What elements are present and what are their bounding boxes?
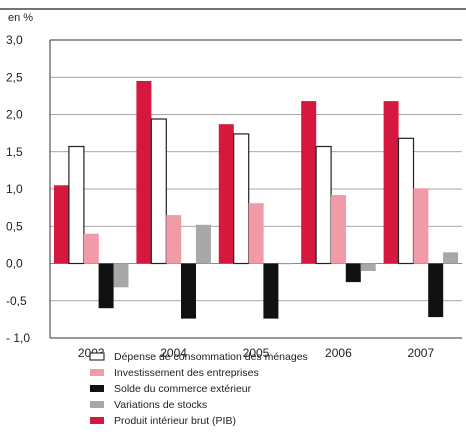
legend-label-produit-int-rieur-brut-pib: Produit intérieur brut (PIB): [114, 415, 236, 427]
bar-produit-int-rieur-brut-pib-2006: [301, 101, 317, 264]
bar-solde-du-commerce-ext-rieur-2005: [263, 263, 279, 319]
bar-d-pense-de-consommation-des-m-nages-2006: [315, 145, 332, 265]
y-tick-label: 1,5: [6, 145, 23, 159]
legend-swatch-produit-int-rieur-brut-pib: [90, 417, 104, 424]
legend-swatch-variations-de-stocks: [90, 401, 104, 408]
bar-investissement-des-entreprises-2006: [331, 195, 346, 264]
y-tick-label: 3,0: [6, 33, 23, 47]
bar-solde-du-commerce-ext-rieur-2003: [98, 263, 114, 309]
bar-variations-de-stocks-2006: [360, 263, 376, 271]
bar-produit-int-rieur-brut-pib-2004: [136, 81, 152, 264]
y-tick-label: 0,5: [6, 219, 23, 233]
bar-produit-int-rieur-brut-pib-2005: [218, 124, 234, 264]
x-tick-label-2004: 2004: [160, 346, 187, 360]
bar-d-pense-de-consommation-des-m-nages-2004: [150, 118, 167, 265]
legend-swatch-d-pense-de-consommation-des-m-nages: [89, 352, 105, 361]
y-tick-label: 2,0: [6, 108, 23, 122]
legend-label-investissement-des-entreprises: Investissement des entreprises: [114, 367, 259, 379]
y-tick-label: - 1,0: [6, 331, 30, 345]
bar-solde-du-commerce-ext-rieur-2007: [428, 263, 444, 318]
legend-label-d-pense-de-consommation-des-m-nages: Dépense de consommation des ménages: [114, 351, 308, 363]
bar-variations-de-stocks-2005: [278, 263, 294, 265]
bar-variations-de-stocks-2007: [443, 252, 459, 264]
legend-swatch-solde-du-commerce-ext-rieur: [90, 385, 104, 392]
legend-swatch-investissement-des-entreprises: [90, 369, 104, 376]
y-tick-label: 0,0: [6, 257, 23, 271]
bar-d-pense-de-consommation-des-m-nages-2007: [397, 137, 415, 265]
y-tick-label: 2,5: [6, 70, 23, 84]
bar-d-pense-de-consommation-des-m-nages-2005: [233, 133, 250, 265]
legend-label-solde-du-commerce-ext-rieur: Solde du commerce extérieur: [114, 383, 252, 395]
bar-investissement-des-entreprises-2003: [83, 233, 99, 264]
x-tick-label-2007: 2007: [407, 346, 434, 360]
bar-solde-du-commerce-ext-rieur-2006: [345, 263, 361, 283]
legend: Dépense de consommation des ménages Inves…: [89, 351, 308, 427]
y-tick-label: 1,0: [6, 182, 23, 196]
bar-produit-int-rieur-brut-pib-2003: [54, 185, 69, 264]
legend-label-variations-de-stocks: Variations de stocks: [114, 399, 207, 411]
bar-layer: [54, 81, 459, 319]
y-axis-unit-label: en %: [8, 12, 33, 24]
y-tick-label: -0,5: [6, 294, 27, 308]
bar-d-pense-de-consommation-des-m-nages-2003: [68, 145, 85, 265]
bar-investissement-des-entreprises-2007: [413, 188, 429, 264]
bar-investissement-des-entreprises-2005: [248, 203, 264, 264]
bar-produit-int-rieur-brut-pib-2007: [383, 101, 399, 264]
x-tick-label-2005: 2005: [243, 346, 270, 360]
bar-variations-de-stocks-2003: [113, 263, 129, 288]
bar-variations-de-stocks-2004: [195, 224, 211, 264]
bar-investissement-des-entreprises-2004: [166, 215, 182, 264]
x-tick-label-2006: 2006: [325, 346, 352, 360]
bar-solde-du-commerce-ext-rieur-2004: [181, 263, 196, 319]
axis-layer: 3,02,52,01,51,00,50,0-0,5- 1,02003200420…: [0, 8, 466, 360]
